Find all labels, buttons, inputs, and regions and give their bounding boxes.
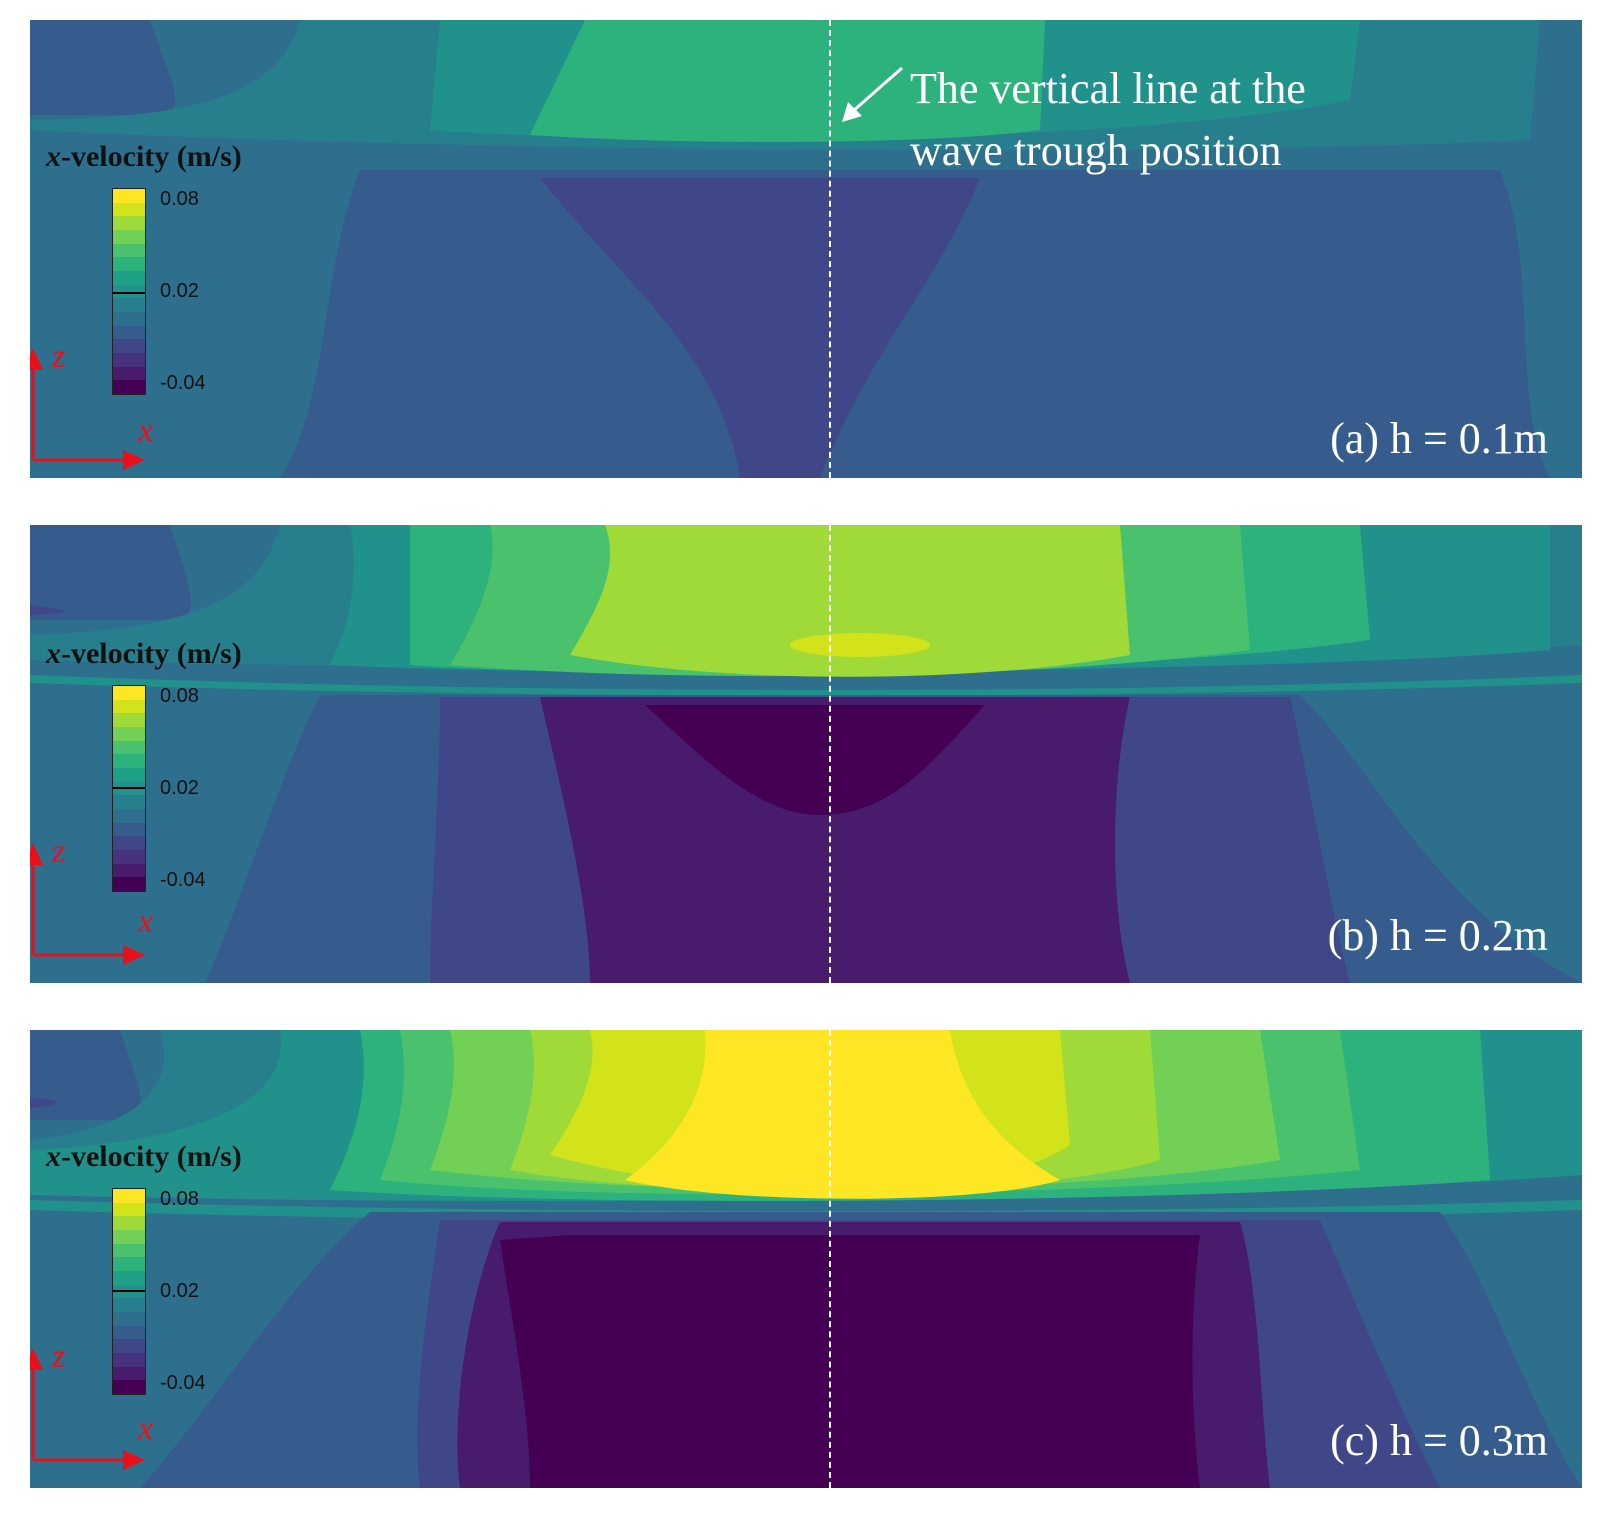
colorbar-band (113, 726, 145, 741)
colorbar-band (113, 352, 145, 367)
colorbar (112, 1188, 146, 1395)
colorbar-band (113, 1311, 145, 1326)
colorbar-band (113, 686, 145, 700)
x-axis-label: x (138, 903, 154, 940)
colorbar-band (113, 339, 145, 353)
colorbar-band (113, 713, 145, 727)
colorbar-band (113, 1257, 145, 1271)
axis-arrows (30, 843, 145, 965)
colorbar-title: x-velocity (m/s) (46, 1140, 242, 1173)
colorbar-band (113, 325, 145, 340)
colorbar-band (113, 270, 145, 285)
colorbar-tick-max: 0.08 (160, 188, 199, 210)
colorbar-band (113, 836, 145, 850)
x-axis-label: x (138, 412, 154, 449)
colorbar-band (113, 1202, 145, 1217)
z-axis-label: z (52, 338, 66, 375)
colorbar-tick-mid: 0.02 (160, 777, 199, 799)
annotation-line-2: wave trough position (910, 126, 1282, 175)
colorbar-tick-max: 0.08 (160, 685, 199, 707)
colorbar-band (113, 243, 145, 258)
colorbar-band (113, 257, 145, 271)
colorbar-band (113, 380, 145, 394)
colorbar-band (113, 189, 145, 203)
annotation-line-1: The vertical line at the (910, 64, 1306, 113)
trough-annotation: The vertical line at the wave trough pos… (910, 58, 1306, 182)
colorbar (112, 188, 146, 395)
colorbar-band (113, 822, 145, 837)
colorbar-tick-min: -0.04 (160, 372, 206, 394)
colorbar-band (113, 849, 145, 864)
colorbar-band (113, 808, 145, 823)
colorbar-band (113, 284, 145, 299)
colorbar-band (113, 1325, 145, 1340)
colorbar-tick-min: -0.04 (160, 869, 206, 891)
colorbar-tick-max: 0.08 (160, 1188, 199, 1210)
panel-label-a: (a) h = 0.1m (1330, 414, 1548, 463)
panel-label-b: (b) h = 0.2m (1327, 911, 1548, 960)
colorbar-band (113, 298, 145, 312)
colorbar-band (113, 863, 145, 878)
panel-b: x-velocity (m/s) 0.08 0.02 -0.04 z x (b)… (30, 525, 1582, 983)
colorbar-band (113, 877, 145, 891)
axis-arrows (30, 1348, 145, 1470)
axis-arrows (30, 348, 145, 470)
colorbar-band (113, 1216, 145, 1230)
colorbar-band (113, 1339, 145, 1353)
colorbar-band (113, 1298, 145, 1312)
colorbar-band (113, 1366, 145, 1381)
colorbar-band (113, 795, 145, 809)
panel-c: x-velocity (m/s) 0.08 0.02 -0.04 z x (c)… (30, 1030, 1582, 1488)
colorbar-tick-mid: 0.02 (160, 280, 199, 302)
trough-line (829, 525, 831, 983)
colorbar-tick-mid: 0.02 (160, 1280, 199, 1302)
colorbar-band (113, 311, 145, 326)
colorbar-band (113, 699, 145, 714)
colorbar-band (113, 754, 145, 768)
z-axis-label: z (52, 1338, 66, 1375)
colorbar-band (113, 1229, 145, 1244)
trough-line (829, 1030, 831, 1488)
colorbar-band (113, 1270, 145, 1285)
colorbar-band (113, 366, 145, 381)
colorbar-title: x-velocity (m/s) (46, 637, 242, 670)
trough-line (829, 20, 831, 478)
colorbar-tickmark (113, 787, 145, 789)
colorbar-band (113, 1380, 145, 1394)
colorbar-tickmark (113, 1290, 145, 1292)
panel-a: x-velocity (m/s) 0.08 0.02 -0.04 z x (a)… (30, 20, 1582, 478)
colorbar-band (113, 1243, 145, 1258)
z-axis-label: z (52, 833, 66, 870)
panel-label-c: (c) h = 0.3m (1330, 1416, 1548, 1465)
colorbar-title: x-velocity (m/s) (46, 140, 242, 173)
colorbar-band (113, 229, 145, 244)
colorbar (112, 685, 146, 892)
colorbar-tickmark (113, 292, 145, 294)
colorbar-band (113, 1352, 145, 1367)
colorbar-band (113, 202, 145, 217)
velocity-field-a (30, 20, 1582, 478)
colorbar-tick-min: -0.04 (160, 1372, 206, 1394)
velocity-field-c (30, 1030, 1582, 1488)
colorbar-band (113, 216, 145, 230)
colorbar-band (113, 740, 145, 755)
velocity-field-b (30, 525, 1582, 983)
colorbar-band (113, 1189, 145, 1203)
annotation-arrow (842, 66, 903, 122)
colorbar-band (113, 767, 145, 782)
x-axis-label: x (138, 1410, 154, 1447)
